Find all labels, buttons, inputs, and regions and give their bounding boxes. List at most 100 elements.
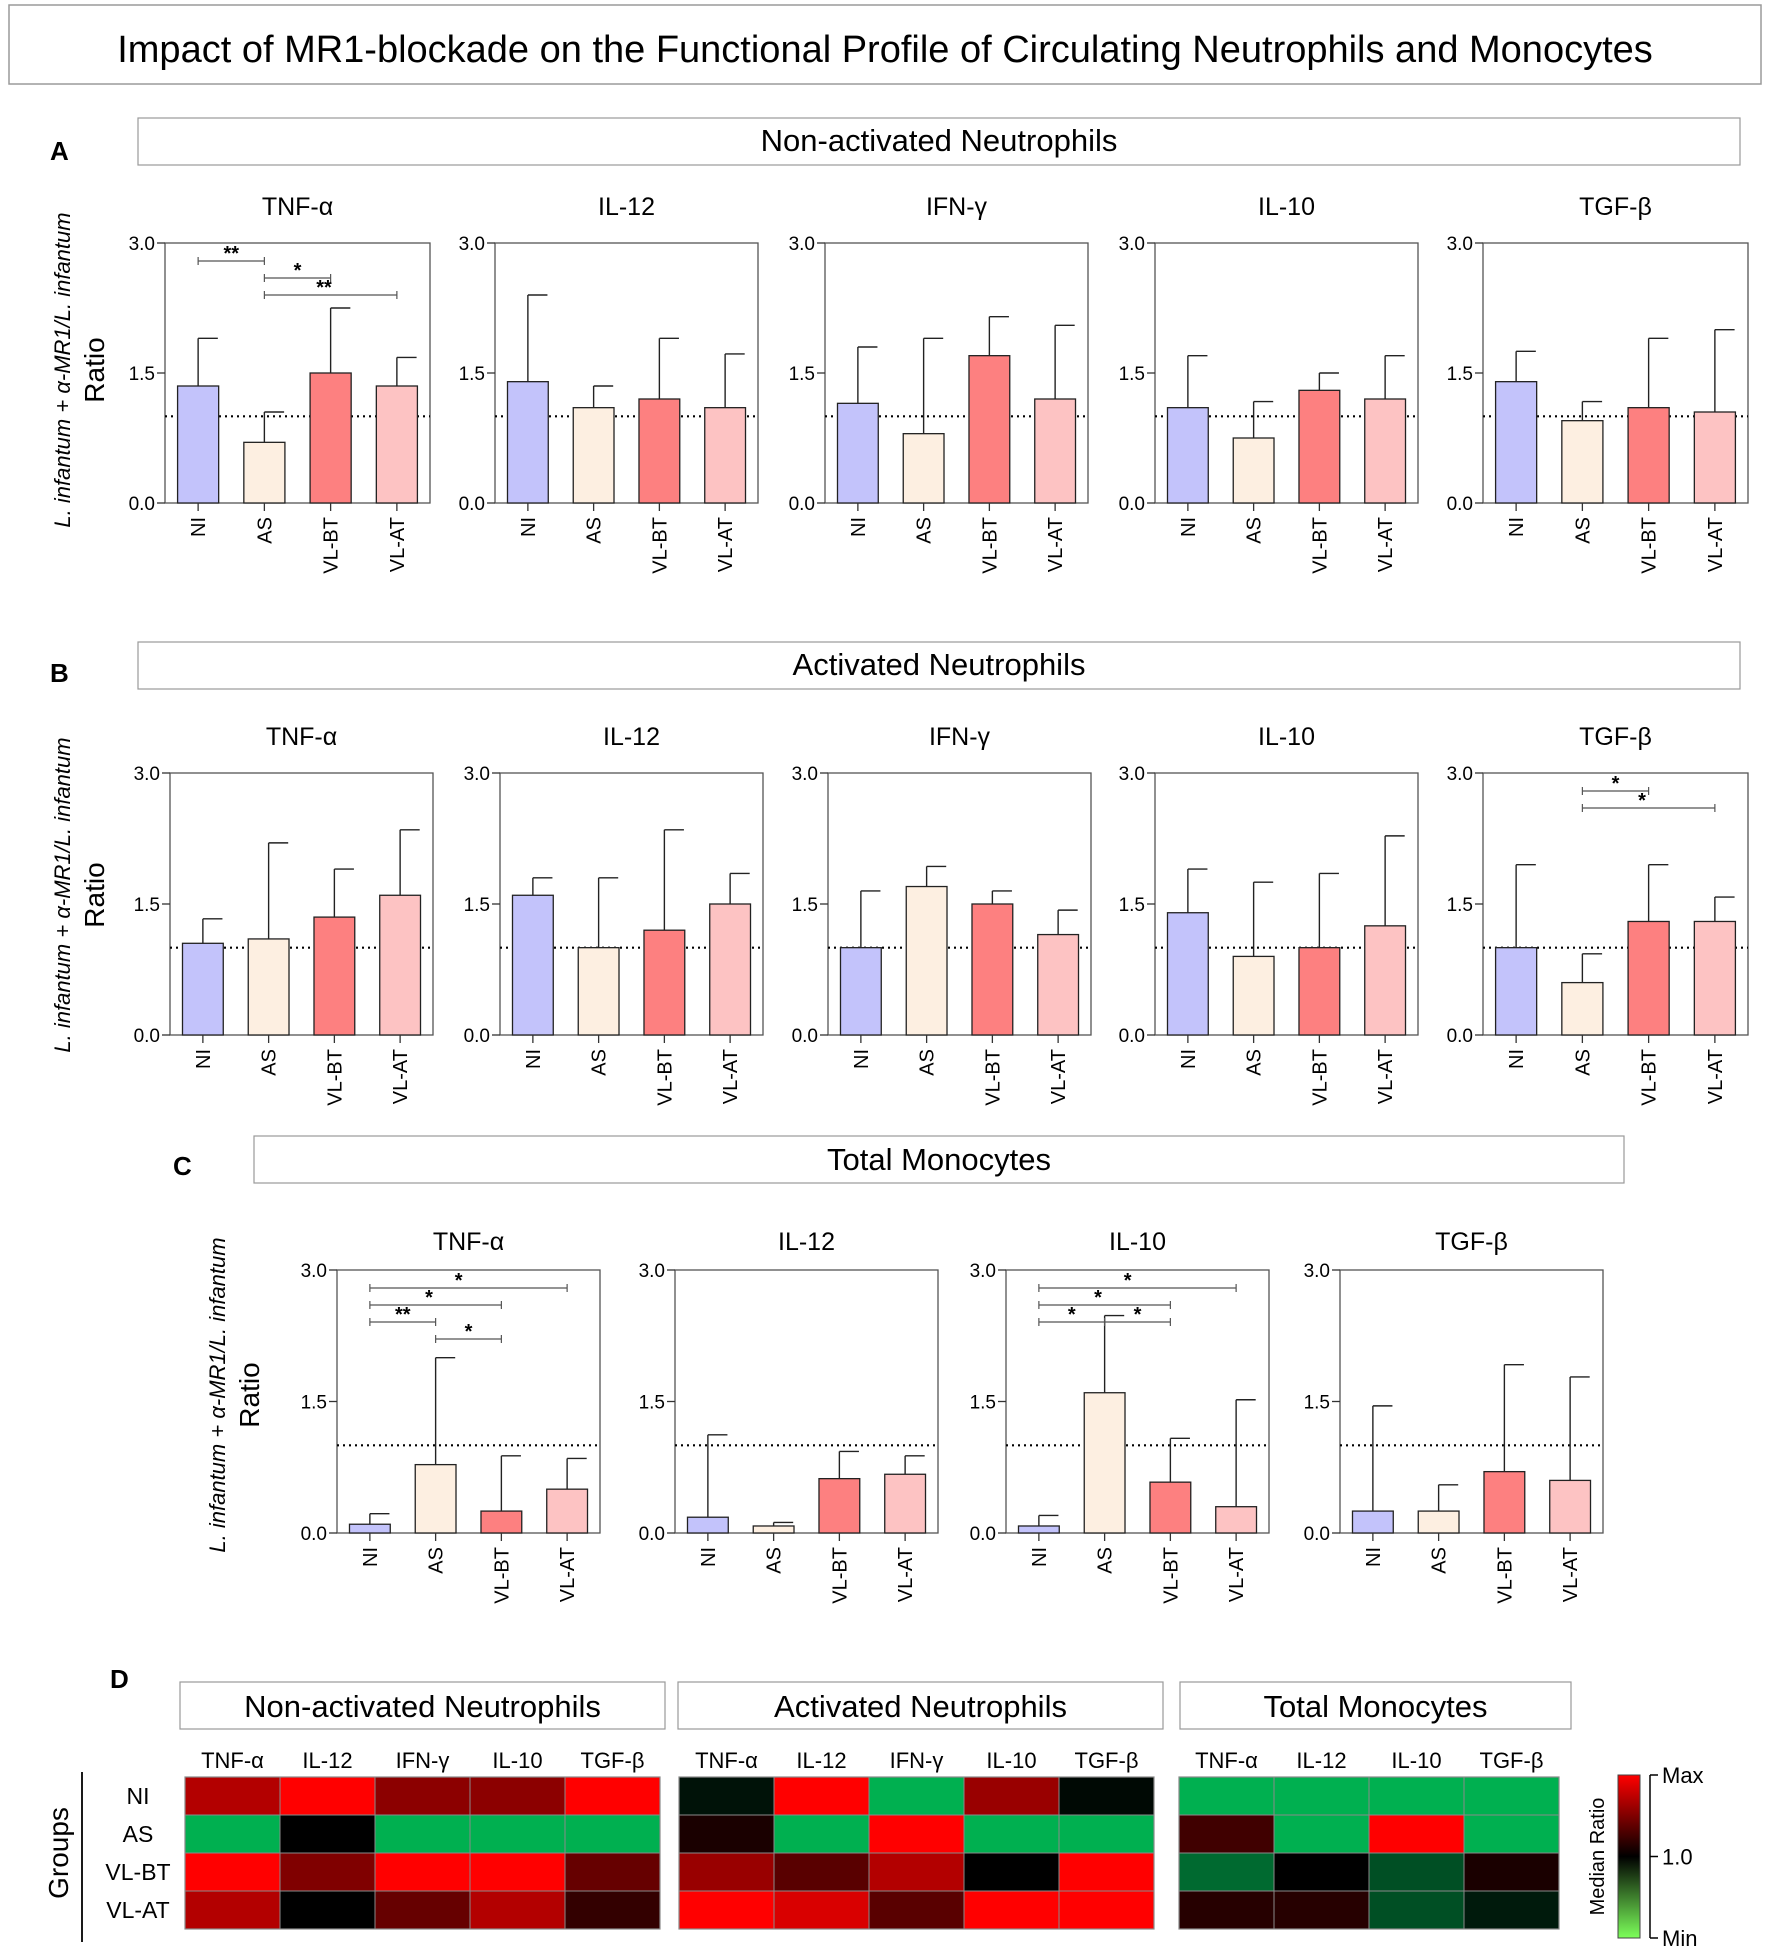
x-tick-label: AS: [259, 1049, 281, 1076]
bar-NI: [686, 1516, 729, 1534]
colorbar-label: Median Ratio: [1587, 1798, 1609, 1916]
x-tick-label: VL-BT: [829, 1547, 851, 1604]
y-tick-label: 1.5: [639, 1393, 665, 1414]
y-tick-label: 3.0: [639, 1261, 665, 1282]
x-tick-label: NI: [848, 517, 870, 537]
bar-VL-BT: [1627, 920, 1670, 1036]
x-tick-label: AS: [1244, 1049, 1266, 1076]
x-tick-label: NI: [1178, 517, 1200, 537]
y-tick-label: 0.0: [639, 1524, 665, 1545]
sig-label: *: [294, 260, 302, 282]
y-tick-label: 0.0: [1304, 1524, 1330, 1545]
bar-VL-AT: [546, 1488, 589, 1534]
bar-NI: [1351, 1510, 1394, 1534]
x-tick-label: VL-BT: [1639, 517, 1661, 574]
bar-VL-BT: [1298, 389, 1341, 504]
bar-NI: [348, 1523, 391, 1534]
bar-AS: [752, 1525, 795, 1534]
bar-VL-BT: [1298, 947, 1341, 1036]
bar-AS: [905, 885, 948, 1036]
chart-title: IL-10: [1109, 1228, 1166, 1256]
x-tick-label: VL-BT: [1309, 1049, 1331, 1106]
figure-title: Impact of MR1-blockade on the Functional…: [117, 29, 1653, 71]
x-tick-label: VL-AT: [715, 517, 737, 572]
y-tick-label: 0.0: [459, 494, 485, 515]
y-tick-label: 1.5: [301, 1393, 327, 1414]
panel-title: Total Monocytes: [827, 1142, 1051, 1177]
heatmap-cell: [678, 1852, 775, 1892]
heatmap-cell: [469, 1852, 566, 1892]
bar-VL-AT: [1549, 1479, 1592, 1534]
y-tick-label: 0.0: [1119, 1026, 1145, 1047]
heatmap-cell: [564, 1890, 661, 1930]
y-tick-label: 0.0: [1447, 494, 1473, 515]
x-tick-label: VL-AT: [1226, 1547, 1248, 1602]
y-tick-label: 0.0: [301, 1524, 327, 1545]
y-tick-label: 0.0: [1447, 1026, 1473, 1047]
sig-label: *: [1124, 1270, 1132, 1292]
heatmap-cell: [678, 1890, 775, 1930]
chart-title: IL-12: [598, 193, 655, 221]
x-tick-label: AS: [254, 517, 276, 544]
panel-title-box: [137, 641, 1741, 690]
x-tick-label: VL-BT: [1309, 517, 1331, 574]
subchart-TNF-α: TNF-α0.01.53.0NI AS VL-BT VL-AT*****: [129, 193, 431, 574]
bar-AS: [1417, 1510, 1460, 1534]
heatmap-block-title: Total Monocytes: [1264, 1689, 1488, 1724]
heatmap-row-label: VL-BT: [105, 1859, 170, 1885]
subchart-TNF-α: TNF-α 0.0 1.5 3.0 NI AS VL-BT VL-AT: [134, 723, 434, 1106]
y-tick-label: 0.0: [129, 494, 155, 515]
heatmap-cell: [963, 1852, 1060, 1892]
chart-title: IFN-γ: [926, 193, 988, 221]
sig-label: *: [1612, 773, 1620, 795]
heatmap-cell: [678, 1776, 775, 1816]
x-tick-label: VL-AT: [1560, 1547, 1582, 1602]
heatmap-row-label: NI: [127, 1783, 150, 1809]
heatmap-cell: [1273, 1776, 1370, 1816]
chart-root: A Non-activated Neutrophils L. infantum + …: [43, 117, 1749, 1951]
heatmap-cell: [1058, 1814, 1155, 1854]
x-tick-label: NI: [851, 1049, 873, 1069]
subchart-IL-12: IL-12 0.0 1.5 3.0 NI AS VL-BT VL-AT: [464, 723, 764, 1106]
heatmap-cell: [564, 1776, 661, 1816]
subchart-TGF-β: TGF-β 0.0 1.5 3.0 NI AS VL-BT VL-AT * *: [1447, 723, 1749, 1106]
y-tick-label: 0.0: [464, 1026, 490, 1047]
subchart-IFN-γ: IFN-γ 0.0 1.5 3.0 NI AS VL-BT VL-AT: [792, 723, 1092, 1106]
sig-label: **: [395, 1304, 411, 1326]
heatmap-cell: [1058, 1776, 1155, 1816]
heatmap-col-label: TGF-β: [1075, 1748, 1139, 1773]
x-tick-label: AS: [764, 1547, 786, 1574]
bar-NI: [836, 402, 879, 504]
x-tick-label: VL-AT: [1045, 517, 1067, 572]
sig-label: *: [455, 1270, 463, 1292]
subchart-IFN-γ: IFN-γ 0.0 1.5 3.0 NI AS VL-BT VL-AT: [789, 193, 1089, 574]
heatmap-col-label: IFN-γ: [396, 1748, 450, 1773]
bar-VL-AT: [709, 903, 752, 1036]
heatmap-cell: [279, 1814, 376, 1854]
x-tick-label: VL-AT: [390, 1049, 412, 1104]
y-tick-label: 1.5: [464, 895, 490, 916]
chart-title: IL-10: [1258, 723, 1315, 751]
heatmap-cell: [1273, 1814, 1370, 1854]
x-tick-label: NI: [1363, 1547, 1385, 1567]
heatmap-block-title-box: [179, 1681, 666, 1730]
x-tick-label: VL-BT: [491, 1547, 513, 1604]
bar-AS: [414, 1463, 457, 1534]
heatmap-cell: [279, 1890, 376, 1930]
chart-title: TNF-α: [433, 1228, 504, 1256]
bar-AS: [1083, 1392, 1126, 1534]
heatmap-cell: [1178, 1890, 1275, 1930]
heatmap-cell: [1178, 1852, 1275, 1892]
bar-VL-BT: [971, 903, 1014, 1036]
x-tick-label: AS: [1429, 1547, 1451, 1574]
heatmap-cell: [1058, 1890, 1155, 1930]
colorbar-tick-label: Min: [1662, 1926, 1697, 1951]
x-tick-label: NI: [698, 1547, 720, 1567]
x-tick-label: AS: [426, 1547, 448, 1574]
bar-NI: [176, 385, 220, 504]
heatmap-cell: [1178, 1814, 1275, 1854]
chart-title: TGF-β: [1579, 723, 1652, 751]
heatmap-cell: [868, 1776, 965, 1816]
bar-VL-BT: [968, 355, 1011, 504]
subchart-IL-12: IL-12 0.0 1.5 3.0 NI AS VL-BT VL-AT: [459, 193, 759, 574]
